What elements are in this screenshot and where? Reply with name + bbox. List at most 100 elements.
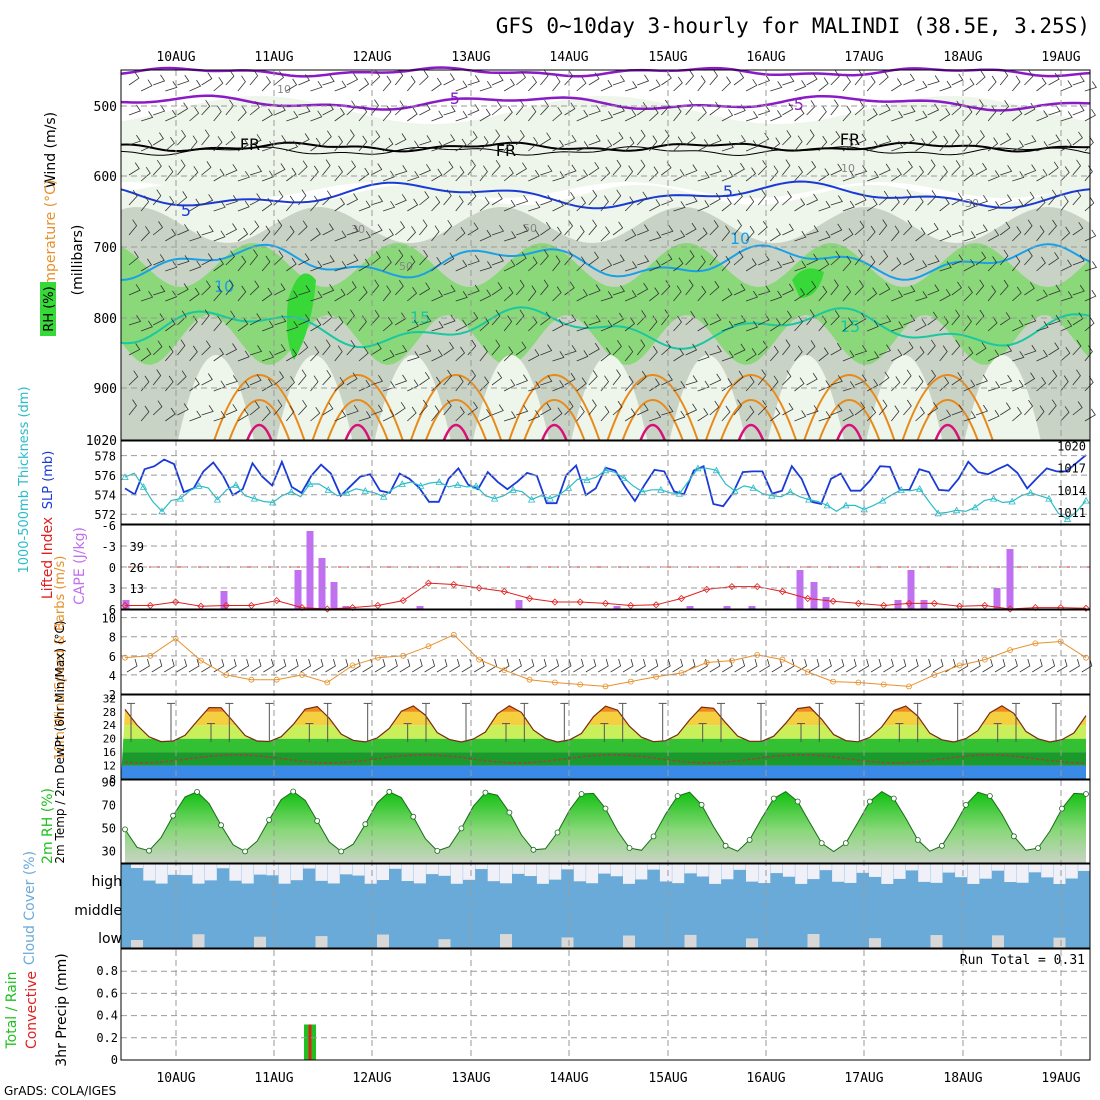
wind-barb — [866, 351, 880, 362]
wind-barb — [443, 341, 455, 356]
date-tick-top: 17AUG — [844, 50, 883, 65]
wind-barb — [273, 371, 285, 386]
thickness-point — [712, 466, 721, 474]
rh2m-point — [434, 848, 441, 854]
cloud-high-gap — [303, 864, 316, 869]
wind-barb — [225, 375, 238, 386]
ylabel-rh: RH (%) — [42, 286, 57, 331]
cloud-low-bar — [438, 939, 451, 948]
wind-barb — [395, 165, 408, 176]
wind-barb — [1048, 105, 1061, 116]
wind-barb — [310, 406, 321, 422]
wind-barb — [528, 201, 541, 212]
wind-barb — [177, 310, 187, 326]
wind-barb — [987, 285, 997, 302]
wind-barb — [806, 309, 815, 326]
cape-bar — [907, 570, 915, 609]
wind-barb — [346, 193, 359, 206]
wind-barb — [818, 168, 830, 182]
wind-point — [526, 676, 533, 683]
wind-barb — [286, 110, 299, 122]
wind-barb — [745, 195, 755, 212]
temp-contour — [120, 180, 1091, 210]
wind-barb — [733, 283, 746, 296]
wind-barb — [891, 140, 904, 152]
wind-barb — [1060, 138, 1072, 152]
wind-barb — [431, 349, 443, 362]
wind-barb — [286, 320, 299, 332]
wind-barb — [213, 136, 223, 152]
wind-barb — [419, 249, 429, 266]
wind-barb — [1060, 291, 1073, 302]
wind-barb — [382, 256, 392, 272]
rh2m-point — [626, 845, 633, 851]
cloud-high-gap — [967, 864, 980, 884]
thickness-point — [1045, 494, 1053, 502]
precip-tick-label: 0 — [111, 1053, 118, 1067]
wind-barb — [1084, 229, 1097, 242]
upper-left-labels: Wind (m/s) Temperature (°C) RH (%) (mill… — [40, 112, 86, 336]
wind-barb — [975, 309, 985, 326]
wind-point — [324, 679, 331, 686]
date-tick-bottom: 11AUG — [254, 1071, 293, 1086]
wind-barb — [370, 309, 380, 326]
wind-barb — [673, 230, 686, 242]
wind-barb — [358, 230, 371, 242]
contour-label: FR — [496, 141, 516, 160]
ylabel-rh2m: 2m RH (%) — [40, 788, 56, 864]
wind-barb — [927, 75, 940, 86]
wind-barb — [951, 309, 960, 326]
wind-barb — [503, 346, 514, 362]
wind-barb — [540, 69, 549, 86]
li-point — [728, 583, 736, 591]
wind-barb — [576, 289, 588, 302]
wind-barb — [249, 249, 258, 266]
contour-label: 30 — [351, 223, 365, 236]
wind-barb — [1000, 374, 1013, 386]
wind-barb — [249, 134, 262, 146]
wind-barb — [842, 285, 852, 302]
wind-barb — [1084, 108, 1096, 122]
wind-barb — [818, 135, 828, 152]
wind-barb — [987, 256, 998, 272]
wind-barb — [419, 70, 429, 86]
wind-barb-10m — [573, 658, 584, 673]
precip-conv-bar — [308, 1024, 312, 1060]
slp-labels: 1000-500mb Thickness (dm) SLP (mb) — [17, 386, 56, 573]
wind-barb — [152, 369, 162, 386]
wind-barb — [1036, 376, 1047, 392]
wind-barb-10m — [883, 658, 894, 673]
ylabel-wind10m: 10m Wind Speed & Barbs (m/s) — [53, 556, 68, 761]
li-point — [1082, 604, 1090, 612]
wind-barb — [213, 257, 224, 272]
wind-barb — [467, 284, 480, 296]
wind-barb — [443, 219, 453, 236]
contour-label: 10 — [277, 83, 291, 96]
wind-barb — [939, 108, 951, 122]
rh-bright-blob — [286, 273, 316, 360]
cloud-low-bar — [684, 934, 697, 948]
wind-point — [577, 681, 584, 688]
wind-barb — [322, 159, 331, 176]
wind-barb — [794, 377, 805, 392]
wind-barb — [285, 405, 295, 422]
wind-barb — [394, 279, 404, 296]
wind-barb — [854, 249, 863, 266]
wind-barb — [431, 405, 440, 422]
wind-barb — [709, 220, 719, 236]
wind-barb — [624, 345, 634, 362]
wind-barb — [709, 192, 721, 206]
cloud-high-gap — [364, 864, 377, 884]
wind-barb — [515, 129, 525, 146]
wind-barb — [600, 111, 614, 122]
wind-barb-10m — [870, 658, 882, 673]
wind-barb-10m — [808, 658, 820, 673]
wind-barb — [286, 348, 298, 362]
cloud-high-gap — [217, 864, 230, 869]
wind-barb — [866, 225, 876, 242]
wind-barb — [261, 378, 273, 392]
wind-barb — [576, 225, 585, 242]
wind-barb — [903, 189, 912, 206]
cloud-high-gap — [278, 864, 291, 884]
